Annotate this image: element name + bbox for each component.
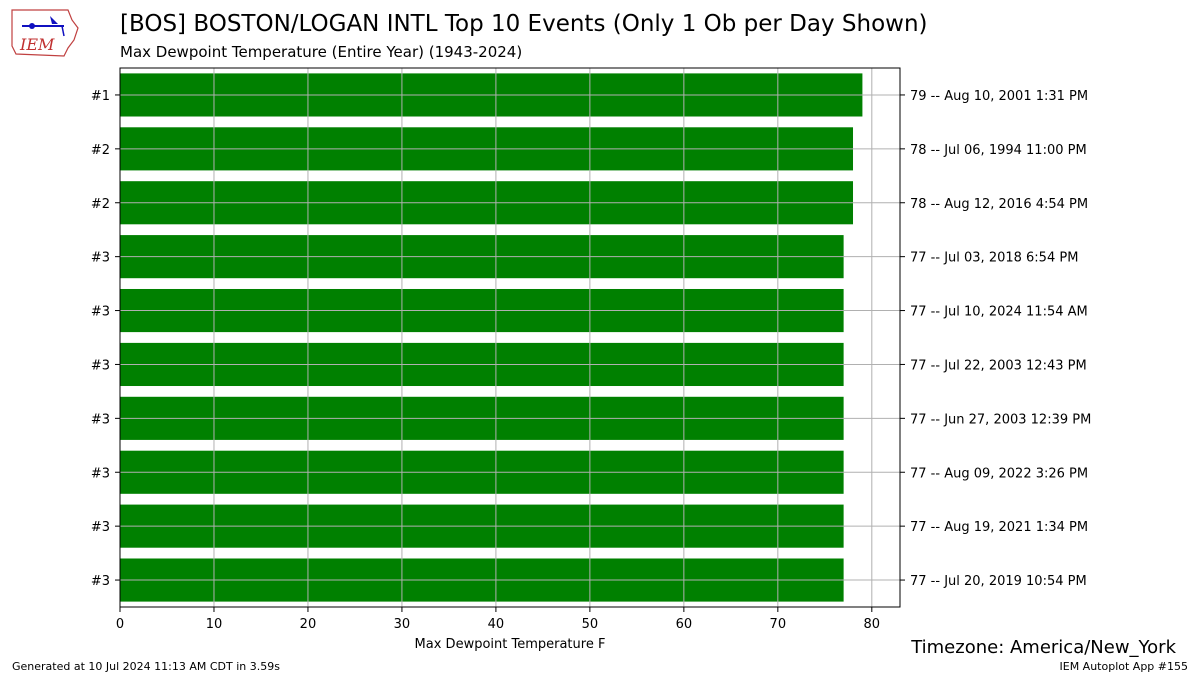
event-label: 77 -- Jul 10, 2024 11:54 AM <box>910 305 1088 320</box>
x-tick-label: 20 <box>300 617 317 632</box>
rank-label: #3 <box>91 305 110 320</box>
x-axis: 0 10 20 30 40 50 60 70 80 <box>116 607 880 632</box>
rank-labels: #1 #2 #2 #3 #3 #3 #3 #3 #3 #3 <box>91 89 120 589</box>
x-axis-label: Max Dewpoint Temperature F <box>415 637 606 652</box>
rank-label: #3 <box>91 520 110 535</box>
iowa-state-outline <box>11 9 79 57</box>
rank-label: #3 <box>91 358 110 373</box>
chart-subtitle: Max Dewpoint Temperature (Entire Year) (… <box>120 43 523 61</box>
rank-label: #3 <box>91 412 110 427</box>
x-tick-label: 70 <box>770 617 787 632</box>
x-tick-label: 80 <box>864 617 881 632</box>
rank-label: #3 <box>91 251 110 266</box>
event-label: 78 -- Aug 12, 2016 4:54 PM <box>910 197 1088 212</box>
rank-label: #3 <box>91 574 110 589</box>
event-label: 77 -- Jul 03, 2018 6:54 PM <box>910 251 1078 266</box>
plot-border <box>119 67 901 608</box>
event-label: 77 -- Jul 20, 2019 10:54 PM <box>910 574 1087 589</box>
x-tick-label: 40 <box>488 617 505 632</box>
x-tick-label: 50 <box>582 617 599 632</box>
event-labels: 79 -- Aug 10, 2001 1:31 PM 78 -- Jul 06, … <box>900 89 1091 589</box>
event-label: 77 -- Jul 22, 2003 12:43 PM <box>910 358 1087 373</box>
event-label: 77 -- Aug 09, 2022 3:26 PM <box>910 466 1088 481</box>
x-tick-label: 60 <box>676 617 693 632</box>
app-credit: IEM Autoplot App #155 <box>1059 660 1189 673</box>
event-label: 77 -- Aug 19, 2021 1:34 PM <box>910 520 1088 535</box>
generated-note: Generated at 10 Jul 2024 11:13 AM CDT in… <box>12 660 280 673</box>
timezone-label: Timezone: America/New_York <box>911 637 1176 658</box>
rank-label: #2 <box>91 197 110 212</box>
grid-lines <box>119 68 900 607</box>
event-label: 77 -- Jun 27, 2003 12:39 PM <box>910 412 1091 427</box>
rank-label: #3 <box>91 466 110 481</box>
x-tick-label: 30 <box>394 617 411 632</box>
logo-text: IEM <box>19 35 55 54</box>
rank-label: #1 <box>91 89 110 104</box>
x-tick-label: 10 <box>206 617 223 632</box>
rank-label: #2 <box>91 143 110 158</box>
event-label: 78 -- Jul 06, 1994 11:00 PM <box>910 143 1087 158</box>
event-label: 79 -- Aug 10, 2001 1:31 PM <box>910 89 1088 104</box>
x-tick-label: 0 <box>116 617 124 632</box>
chart-title: [BOS] BOSTON/LOGAN INTL Top 10 Events (O… <box>120 11 928 37</box>
iem-logo: IEM <box>11 9 79 57</box>
